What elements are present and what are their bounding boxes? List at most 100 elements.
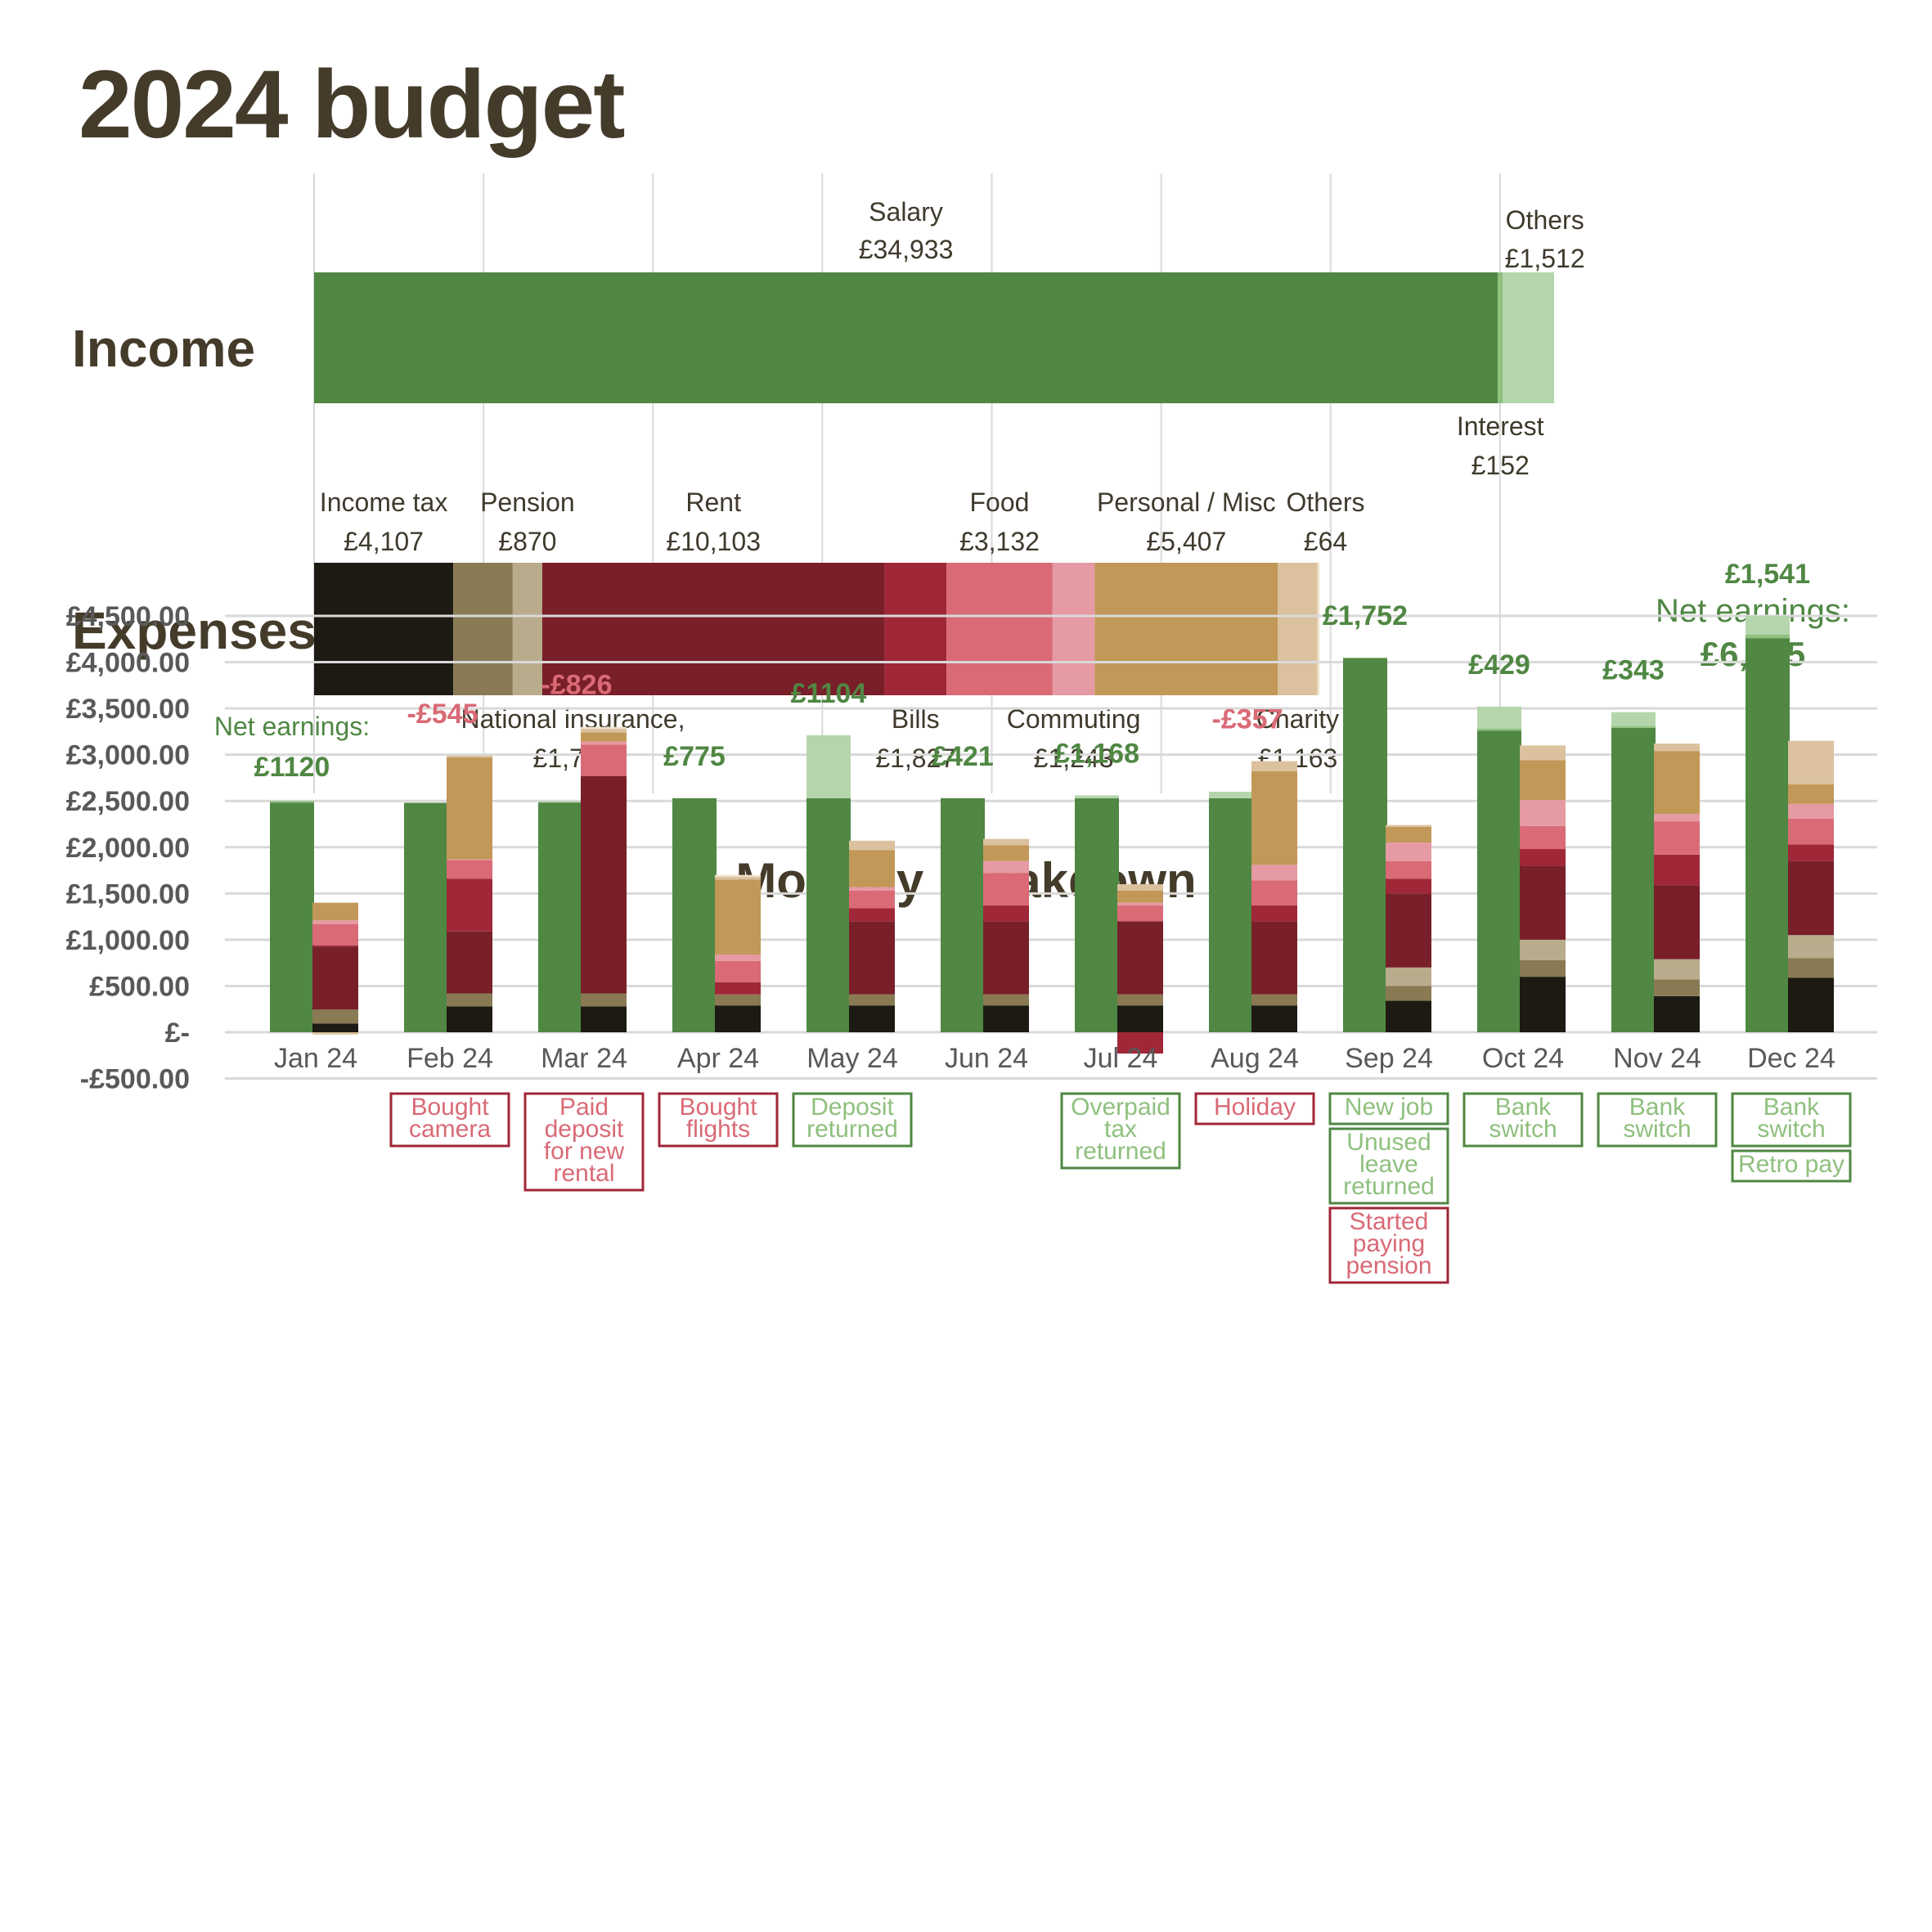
annotation-box	[1328, 1127, 1449, 1205]
expense-bar-commuting	[1251, 865, 1297, 881]
expense-bar-charity	[1386, 824, 1431, 827]
expense-bar-charity	[715, 876, 761, 880]
net-label: £1,752	[1323, 600, 1408, 631]
expense-bar-food	[581, 744, 627, 776]
expense-bar-national-insurance	[447, 993, 492, 1007]
y-tick-label: -£500.00	[80, 1064, 190, 1095]
income-bar-others	[1075, 795, 1119, 798]
expense-label-value: £64	[1304, 527, 1347, 556]
expense-bar-personal-misc	[1654, 751, 1700, 815]
expense-bar-others	[581, 726, 627, 729]
expense-bar-commuting	[1654, 814, 1700, 822]
expense-label-value: £5,407	[1146, 527, 1226, 556]
expense-bar-income-tax	[1386, 1000, 1431, 1032]
expense-bar-bills	[1654, 854, 1700, 886]
expense-bar-income-tax	[1251, 1005, 1297, 1032]
expense-bar-personal-misc	[983, 845, 1029, 861]
income-bar-salary	[1209, 798, 1253, 1032]
expense-bar-personal-misc	[1788, 784, 1834, 804]
expense-bar-personal-misc	[849, 850, 895, 887]
expense-bar-bills	[1520, 849, 1566, 866]
x-tick-label: Apr 24	[677, 1043, 759, 1074]
expense-bar-income-tax	[1117, 1005, 1163, 1032]
expense-bar-charity	[581, 728, 627, 733]
y-tick-label: £2,500.00	[66, 786, 190, 817]
expense-bar-bills	[715, 982, 761, 995]
expense-bar-rent	[312, 946, 358, 1010]
income-segment-others	[1503, 272, 1554, 403]
expense-bar-income-tax	[1520, 977, 1566, 1032]
net-label: -£826	[541, 670, 613, 701]
expense-bar-food	[312, 923, 358, 946]
income-bar-interest	[1477, 728, 1521, 731]
annotation-box	[1060, 1092, 1181, 1170]
expense-bar-charity	[1788, 740, 1834, 784]
income-bar-salary	[1746, 638, 1790, 1032]
expense-bar-charity	[1520, 745, 1566, 761]
expense-bar-bills	[849, 908, 895, 922]
expense-label-name: Food	[970, 487, 1030, 517]
income-bar-salary	[672, 798, 717, 1032]
expense-bar-bills	[1386, 878, 1431, 894]
expense-label-name: Income tax	[320, 487, 448, 517]
expense-bar-food	[1788, 818, 1834, 845]
annotation-text: Bank	[1629, 1094, 1686, 1121]
expense-bar-rent	[983, 921, 1029, 995]
annotation-text: New job	[1345, 1094, 1433, 1121]
x-tick-label: Jan 24	[274, 1043, 357, 1074]
expense-segment-pension	[512, 563, 542, 695]
expense-bar-bills	[983, 905, 1029, 922]
annotation-text: rental	[553, 1160, 614, 1187]
income-bar-salary	[1477, 730, 1521, 1032]
x-tick-label: Mar 24	[541, 1043, 627, 1074]
expense-bar-pension	[1520, 939, 1566, 960]
annotation-text: Holiday	[1214, 1094, 1296, 1121]
expense-segment-bills	[884, 563, 947, 695]
expense-bar-commuting	[312, 920, 358, 924]
income-row-label: Income	[72, 319, 255, 378]
expense-bar-rent	[1654, 885, 1700, 959]
annotation-box	[658, 1092, 779, 1148]
annotation-box	[792, 1092, 913, 1148]
income-bar-others	[1477, 706, 1521, 729]
expense-bar-food	[983, 873, 1029, 906]
annotation-text: Unused	[1346, 1129, 1431, 1156]
page-title: 2024 budget	[79, 51, 626, 159]
expense-bar-rent	[447, 931, 492, 994]
expense-bar-national-insurance	[1520, 959, 1566, 977]
annotation-text: paying	[1353, 1230, 1425, 1257]
expense-bar-food	[1654, 821, 1700, 855]
expense-bar-personal-misc	[1117, 890, 1163, 903]
income-bar-others	[806, 735, 851, 798]
expense-segment-income-tax	[314, 563, 454, 695]
expense-bar-food	[1386, 860, 1431, 879]
annotation-box	[1597, 1092, 1718, 1148]
income-bar-salary	[404, 802, 448, 1032]
expense-bar-personal-misc	[312, 902, 358, 921]
expense-bar-pension	[1788, 935, 1834, 959]
annotation-text: Bought	[679, 1094, 757, 1121]
expense-segment-others	[1317, 563, 1320, 695]
expense-bar-income-tax	[715, 1005, 761, 1032]
expense-bar-food	[715, 960, 761, 982]
annotation-text: for new	[544, 1138, 625, 1165]
income-label-value: £152	[1471, 451, 1530, 480]
x-tick-label: Aug 24	[1211, 1043, 1299, 1074]
expense-bar-national-insurance	[1117, 994, 1163, 1006]
expense-label-name: Others	[1286, 487, 1364, 517]
income-segment-interest	[1498, 272, 1503, 403]
expense-bar-food	[1520, 825, 1566, 850]
expense-bar-bills	[447, 878, 492, 932]
annotation-box	[1194, 1092, 1315, 1126]
net-label: -£357	[1212, 704, 1283, 735]
expense-bar-bills	[1251, 905, 1297, 922]
expense-bar-personal-misc	[1251, 771, 1297, 865]
income-bar-others	[1746, 616, 1790, 635]
expense-bar-income-tax	[1788, 977, 1834, 1032]
y-tick-label: £3,000.00	[66, 740, 190, 771]
income-bar-others	[1611, 712, 1656, 726]
annotation-text: Retro pay	[1738, 1151, 1844, 1178]
expense-label-name: Pension	[480, 487, 575, 517]
expense-bar-income-tax	[312, 1023, 358, 1032]
expense-label-value: £4,107	[344, 527, 424, 556]
